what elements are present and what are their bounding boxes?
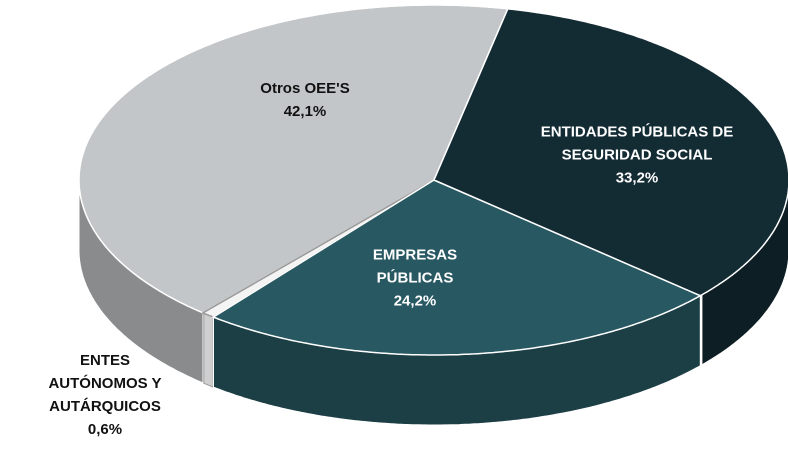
pie-slice [433,7,788,297]
value-label: 33,2% [615,169,659,187]
value-label: 42,1% [283,103,327,120]
pie-slice [78,4,509,314]
category-label: EMPRESAS PÚBLICAS [372,246,458,287]
category-label: Otros OEE'S [260,80,350,97]
category-label: ENTES AUTÓNOMOS Y AUTÁRQUICOS [48,352,162,415]
pie-slice [211,179,702,356]
slice-label: Otros OEE'S 42,1% [240,77,370,123]
slice-label: ENTES AUTÓNOMOS Y AUTÁRQUICOS 0,6% [40,349,170,441]
value-label: 24,2% [393,292,437,310]
value-label: 0,6% [87,421,123,438]
slice-label: ENTIDADES PÚBLICAS DE SEGURIDAD SOCIAL 33… [512,121,762,190]
pie-side [203,312,214,388]
category-label: ENTIDADES PÚBLICAS DE SEGURIDAD SOCIAL [540,123,734,164]
slice-label: EMPRESAS PÚBLICAS 24,2% [355,244,475,313]
